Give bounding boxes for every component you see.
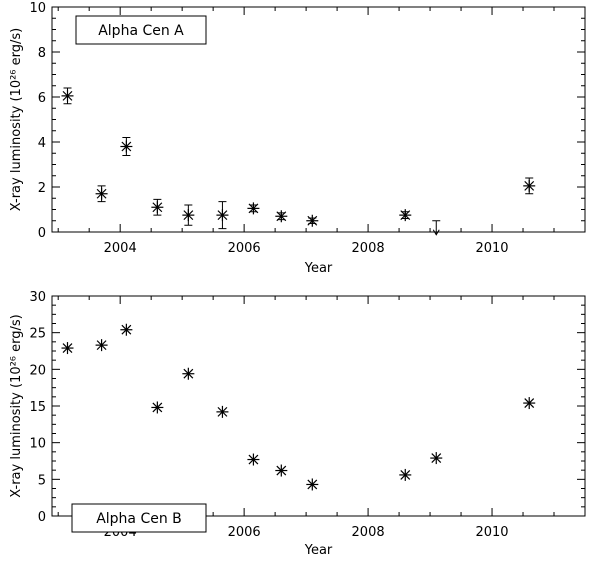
data-point (216, 201, 229, 230)
data-point (61, 87, 74, 105)
y-tick-label: 0 (38, 510, 46, 525)
legend-box-a (75, 15, 207, 45)
legend-label-a: Alpha Cen A (98, 23, 184, 39)
data-point (399, 468, 412, 481)
data-point (95, 185, 108, 203)
y-tick-label: 10 (29, 437, 46, 452)
marker-stroke (276, 211, 287, 222)
data-point (182, 204, 195, 226)
data-point (95, 339, 108, 352)
marker-stroke (524, 180, 535, 191)
marker-stroke (431, 453, 442, 463)
y-tick-label: 20 (29, 363, 46, 378)
marker-stroke (400, 210, 411, 221)
data-point (399, 209, 412, 222)
y-axis-label-a: X-ray luminosity (10²⁶ erg/s) (9, 28, 24, 211)
y-tick-label: 8 (38, 46, 46, 61)
data-point (151, 401, 164, 414)
marker-stroke (307, 479, 318, 490)
data-point (61, 342, 74, 355)
legend-label-b: Alpha Cen B (96, 511, 182, 527)
data-point (247, 202, 260, 215)
data-point (306, 478, 319, 491)
marker-stroke (276, 465, 287, 476)
y-tick-label: 6 (38, 91, 46, 106)
marker-stroke (152, 202, 163, 213)
plot-frame-b (51, 295, 586, 517)
y-tick-label: 30 (29, 290, 46, 305)
marker-stroke (524, 398, 535, 408)
data-point (306, 214, 319, 227)
panel-alpha-cen-b: 2004200620082010051015202530 Alpha Cen B… (9, 290, 586, 558)
marker-stroke (96, 340, 107, 351)
marker-stroke (121, 141, 132, 152)
ticks-a: 2004 2006 2008 2010 0 2 4 6 8 10 (29, 1, 586, 256)
marker-stroke (62, 90, 73, 101)
y-tick-label: 2 (38, 181, 46, 196)
marker-stroke (183, 210, 194, 221)
x-tick-label: 2008 (352, 241, 385, 256)
marker-stroke (217, 210, 228, 221)
upper-limit-head (432, 229, 440, 236)
marker-stroke (183, 368, 194, 379)
x-tick-label: 2008 (352, 525, 385, 540)
marker-stroke (121, 324, 132, 335)
marker-stroke (248, 203, 259, 214)
y-tick-label: 10 (29, 1, 46, 16)
data-marks-b (61, 323, 536, 491)
data-point (151, 198, 164, 216)
data-point (275, 210, 288, 223)
data-point (523, 397, 536, 410)
marker-stroke (400, 470, 411, 480)
x-tick-label: 2010 (475, 525, 508, 540)
x-axis-label-b: Year (304, 543, 333, 558)
y-tick-label: 5 (38, 473, 46, 488)
data-point (430, 452, 443, 465)
data-point (523, 177, 536, 195)
y-tick-label: 25 (29, 327, 46, 342)
y-axis-label-b: X-ray luminosity (10²⁶ erg/s) (9, 314, 24, 497)
marker-stroke (217, 406, 228, 417)
y-tick-label: 4 (38, 136, 46, 151)
marker-stroke (62, 343, 73, 353)
data-point (216, 405, 229, 418)
ticks-b: 2004200620082010051015202530 (29, 290, 586, 540)
y-tick-label: 15 (29, 400, 46, 415)
marker-stroke (248, 454, 259, 465)
x-tick-label: 2006 (228, 525, 261, 540)
data-point (182, 367, 195, 380)
panel-alpha-cen-a: 2004 2006 2008 2010 0 2 4 6 8 10 Alpha Cen A Year… (9, 1, 586, 276)
data-point (120, 323, 133, 336)
upper-limit-arrow (432, 220, 441, 236)
marker-stroke (96, 188, 107, 199)
y-tick-label: 0 (38, 226, 46, 241)
x-tick-label: 2010 (475, 241, 508, 256)
marker-stroke (152, 402, 163, 413)
x-tick-label: 2004 (104, 241, 137, 256)
x-axis-label-a: Year (304, 261, 333, 276)
data-point (120, 137, 133, 156)
data-marks-a (61, 87, 536, 236)
data-point (247, 453, 260, 466)
data-point (275, 464, 288, 477)
x-tick-label: 2006 (228, 241, 261, 256)
marker-stroke (307, 215, 318, 226)
legend-box-b (71, 503, 207, 533)
